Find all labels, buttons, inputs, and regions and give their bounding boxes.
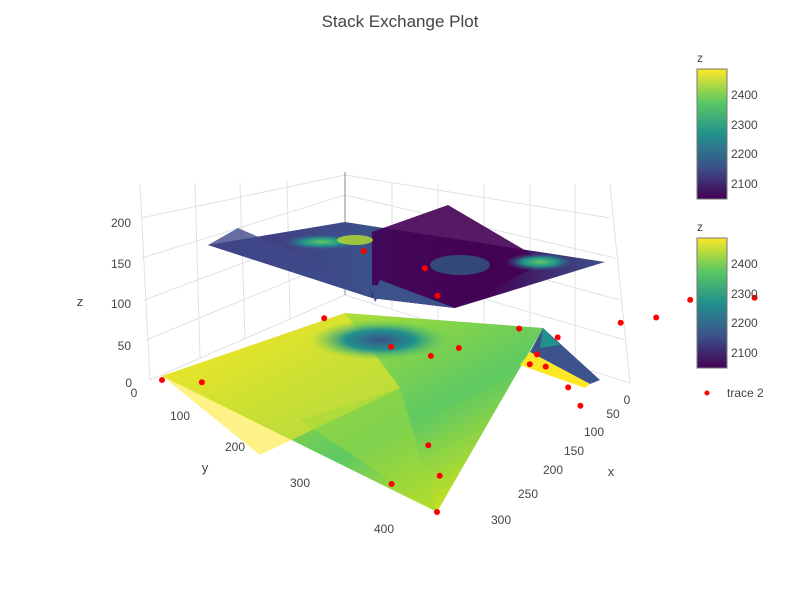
colorbar-tick-label: 2300 (731, 287, 758, 301)
scatter-point (436, 472, 443, 479)
colorbar-1: z 2400 2300 2200 2100 (696, 51, 758, 200)
scatter-point (516, 325, 523, 332)
colorbar-tick-label: 2300 (731, 118, 758, 132)
z-tick-label: 50 (118, 339, 132, 353)
upper-surface (208, 205, 605, 308)
legend-marker (704, 390, 710, 396)
scatter-point (617, 319, 624, 326)
lower-surface (162, 313, 600, 512)
y-tick-label: 0 (131, 386, 138, 400)
x-tick-label: 50 (606, 407, 620, 421)
z-axis-title: z (77, 294, 84, 309)
scatter-point (434, 509, 440, 515)
x-tick-label: 150 (564, 444, 584, 458)
scatter-point (388, 481, 395, 487)
y-tick-label: 400 (374, 522, 394, 536)
legend-label: trace 2 (727, 386, 764, 400)
scatter-point (542, 363, 549, 370)
x-axis-title: x (608, 464, 615, 479)
scatter-point (425, 442, 432, 449)
scatter-point (751, 294, 758, 301)
colorbar-tick-label: 2400 (731, 88, 758, 102)
scatter-point (321, 315, 328, 322)
scatter-point (455, 345, 462, 351)
y-tick-label: 200 (225, 440, 245, 454)
scatter-point (360, 248, 367, 255)
colorbar-tick-label: 2100 (731, 346, 758, 360)
z-tick-label: 0 (125, 376, 132, 390)
scatter-point (434, 292, 441, 299)
x-tick-label: 300 (491, 513, 511, 527)
z-axis: 0 50 100 150 200 z (77, 216, 133, 390)
colorbar-title: z (697, 220, 703, 234)
colorbar-tick-label: 2200 (731, 147, 758, 161)
scatter-point (554, 334, 561, 341)
colorbar-tick-label: 2200 (731, 316, 758, 330)
x-tick-label: 200 (543, 463, 563, 477)
scatter-point (687, 296, 694, 303)
scatter-point (159, 377, 165, 383)
z-tick-label: 100 (111, 297, 131, 311)
colorbar-title: z (697, 51, 703, 65)
scatter-point (198, 379, 205, 386)
scatter-point (577, 402, 584, 409)
z-tick-label: 200 (111, 216, 131, 230)
scatter-point (565, 384, 572, 391)
legend[interactable]: trace 2 (704, 386, 765, 400)
scatter-point (534, 351, 540, 358)
colorbar-2: z 2400 2300 2200 2100 (696, 220, 758, 369)
y-tick-label: 100 (170, 409, 190, 423)
scatter-point (526, 361, 533, 368)
y-axis: 0 100 200 300 400 y (131, 386, 395, 536)
scatter-point (653, 314, 660, 321)
x-tick-label: 250 (518, 487, 538, 501)
scatter-point (421, 265, 428, 272)
colorbar-tick-label: 2100 (731, 177, 758, 191)
chart-title: Stack Exchange Plot (322, 12, 479, 31)
scatter-trace (159, 248, 758, 515)
x-tick-label: 100 (584, 425, 604, 439)
scatter-point (427, 352, 434, 359)
y-tick-label: 300 (290, 476, 310, 490)
x-axis: 0 50 100 150 200 250 300 x (491, 393, 631, 527)
z-tick-label: 150 (111, 257, 131, 271)
x-tick-label: 0 (624, 393, 631, 407)
scatter-point (388, 343, 395, 350)
y-axis-title: y (202, 460, 209, 475)
colorbar-tick-label: 2400 (731, 257, 758, 271)
